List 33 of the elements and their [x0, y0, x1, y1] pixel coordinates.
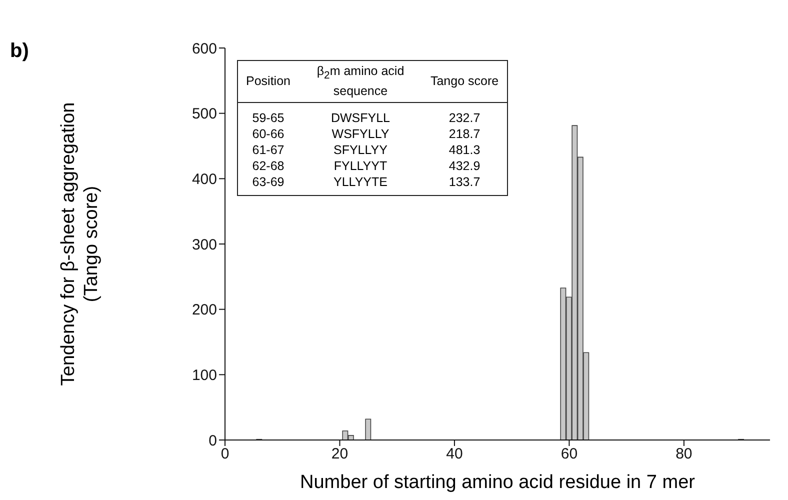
x-axis-title: Number of starting amino acid residue in 7 mer	[299, 472, 696, 494]
annotation: 60-66	[251, 126, 286, 142]
y-tick-label: 200	[192, 302, 217, 319]
annotation: 232.7	[448, 110, 482, 126]
y-tick-label: 500	[192, 106, 217, 123]
annotation: SFYLLYY	[332, 142, 388, 158]
annotation: 133.7	[448, 174, 482, 190]
y-axis-title: Tendency for β-sheet aggregation (Tango score)	[57, 102, 103, 386]
annotation: DWSFYLL	[330, 110, 391, 126]
annotation: 63-69	[251, 174, 286, 190]
x-tick-label: 20	[331, 446, 348, 463]
annotation: FYLLYYT	[332, 158, 388, 174]
y-tick-label: 100	[192, 366, 217, 384]
annotation: 59-65	[251, 110, 286, 126]
annotation: 481.3	[448, 142, 482, 158]
x-tick-label: 0	[220, 446, 230, 463]
x-tick-label: 80	[676, 446, 692, 463]
annotation: 218.7	[448, 126, 482, 142]
y-tick-label: 0	[208, 432, 217, 450]
x-tick-label: 60	[560, 446, 578, 463]
annotation: 62-68	[251, 158, 286, 174]
annotation: 432.9	[448, 158, 482, 174]
annotation: Position	[245, 72, 292, 90]
x-tick-label: 40	[446, 446, 463, 463]
annotation: YLLYYTE	[332, 174, 388, 190]
y-tick-label: 300	[192, 236, 217, 254]
text: b)	[10, 40, 29, 63]
y-tick-label: 400	[192, 170, 217, 188]
y-tick-label: 600	[192, 40, 217, 58]
annotation: WSFYLLY	[330, 126, 390, 142]
annotation: 61-67	[251, 142, 286, 158]
annotation: β$_{2}$m amino acid sequence	[316, 63, 406, 100]
annotation: Tango score	[429, 72, 500, 90]
